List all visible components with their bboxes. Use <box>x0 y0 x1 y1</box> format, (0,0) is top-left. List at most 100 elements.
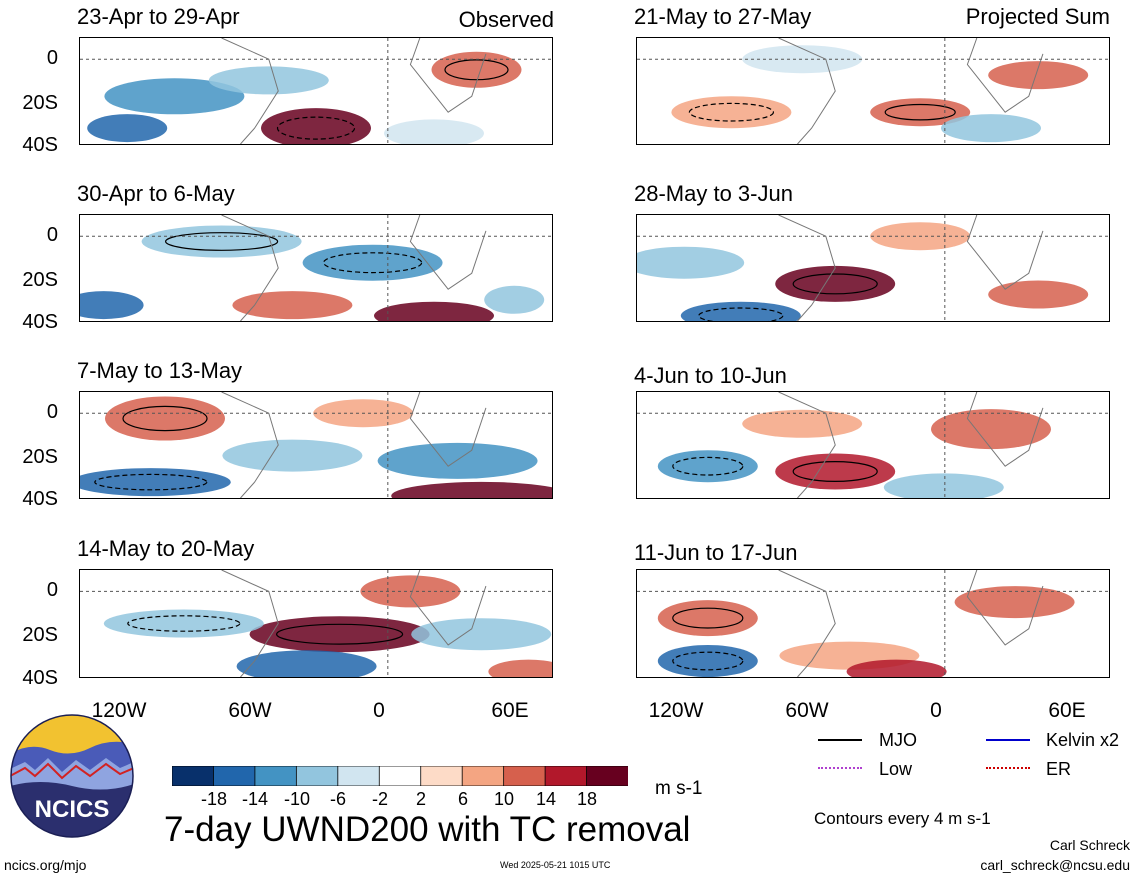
mjo-contour <box>698 307 784 321</box>
anomaly-shading <box>657 645 758 677</box>
anomaly-shading <box>232 291 353 320</box>
lat-label-40s: 40S <box>22 134 58 156</box>
colorbar-swatch <box>544 765 588 787</box>
anomaly-shading <box>846 659 947 677</box>
anomaly-shading <box>249 616 430 653</box>
mjo-contour <box>444 59 509 81</box>
colorbar <box>171 765 629 787</box>
panel-title-obs-1: 23-Apr to 29-Apr <box>77 4 240 29</box>
logo-text: NCICS <box>35 796 110 823</box>
anomaly-shading <box>105 396 225 441</box>
legend-label-kelvin: Kelvin x2 <box>1046 730 1120 750</box>
lat-label-0: 0 <box>46 401 58 423</box>
anomaly-shading <box>261 108 371 144</box>
colorbar-swatch <box>171 765 215 787</box>
anomaly-shading <box>208 66 329 95</box>
anomaly-shading <box>775 265 896 302</box>
coastline-south-america <box>778 392 836 498</box>
lat-label-0: 0 <box>46 579 58 601</box>
lat-label-40s: 40S <box>22 488 58 510</box>
lon-label-120w: 120W <box>648 699 704 722</box>
lat-label-20s: 20S <box>22 92 58 114</box>
anomaly-shading <box>742 45 863 74</box>
colorbar-units: m s-1 <box>655 778 703 799</box>
footer-email[interactable]: carl_schreck@ncsu.edu <box>980 857 1130 873</box>
projected-label: Projected Sum <box>965 4 1110 29</box>
anomaly-shading <box>103 609 264 638</box>
anomaly-shading <box>988 280 1089 309</box>
lon-label-120w: 120W <box>91 699 147 722</box>
anomaly-shading <box>954 586 1075 619</box>
legend-line-mjo <box>818 739 862 741</box>
colorbar-label: 10 <box>493 789 515 809</box>
colorbar-swatch <box>586 765 629 787</box>
anomaly-shading <box>236 650 377 677</box>
coastline-south-america <box>778 38 836 144</box>
map-panel-proj-1 <box>636 37 1110 145</box>
lat-label-20s: 20S <box>22 269 58 291</box>
coastline-africa <box>966 38 1044 113</box>
mjo-contour <box>94 473 208 491</box>
anomaly-shading <box>80 291 144 320</box>
anomaly-shading <box>988 61 1089 90</box>
lon-label-0: 0 <box>930 699 942 722</box>
anomaly-shading <box>657 450 758 483</box>
lat-label-0: 0 <box>46 224 58 246</box>
mjo-contour <box>792 460 878 482</box>
anomaly-shading <box>384 119 484 144</box>
legend-line-low <box>818 767 862 769</box>
colorbar-label: 14 <box>535 789 557 809</box>
anomaly-shading <box>411 618 552 651</box>
footer-author: Carl Schreck <box>1049 837 1130 853</box>
anomaly-shading <box>671 96 792 129</box>
anomaly-shading <box>484 285 545 314</box>
ncics-logo: NCICS <box>10 714 134 838</box>
map-panel-proj-2 <box>636 214 1110 322</box>
colorbar-swatch <box>503 765 546 787</box>
panel-title-proj-3: 4-Jun to 10-Jun <box>634 363 787 388</box>
footer-timestamp: Wed 2025-05-21 1015 UTC <box>500 860 611 870</box>
coastline-africa <box>409 570 487 646</box>
map-panel-proj-4 <box>636 569 1110 678</box>
mjo-contour <box>323 252 423 274</box>
anomaly-shading <box>104 78 245 115</box>
anomaly-shading <box>637 246 745 279</box>
colorbar-label: 18 <box>576 789 598 809</box>
lat-label-20s: 20S <box>22 624 58 646</box>
anomaly-shading <box>488 659 552 677</box>
coastline-south-america <box>778 215 836 321</box>
mjo-contour <box>276 623 404 645</box>
mjo-contour <box>884 103 956 121</box>
colorbar-label: -2 <box>371 789 388 809</box>
mjo-contour <box>127 615 241 632</box>
coastline-south-america <box>221 215 279 321</box>
legend-label-mjo: MJO <box>879 730 917 750</box>
map-panel-obs-4 <box>79 569 553 678</box>
anomaly-shading <box>391 481 552 498</box>
coastline-africa <box>409 38 487 113</box>
panel-title-proj-2: 28-May to 3-Jun <box>634 181 793 206</box>
lat-label-0: 0 <box>46 47 58 69</box>
anomaly-shading <box>775 453 896 490</box>
map-panel-obs-2 <box>79 214 553 322</box>
colorbar-swatch <box>337 765 381 787</box>
main-title: 7-day UWND200 with TC removal <box>164 810 691 849</box>
mjo-contour <box>688 102 775 122</box>
anomaly-shading <box>931 409 1051 450</box>
panel-title-obs-2: 30-Apr to 6-May <box>77 181 235 206</box>
map-panel-obs-1 <box>79 37 553 145</box>
anomaly-shading <box>941 114 1041 143</box>
coastline-south-america <box>221 38 279 144</box>
colorbar-swatch <box>378 765 422 787</box>
anomaly-shading <box>657 600 758 637</box>
lat-label-20s: 20S <box>22 446 58 468</box>
lon-label-60w: 60W <box>228 699 272 722</box>
anomaly-shading <box>80 468 231 497</box>
footer-url[interactable]: ncics.org/mjo <box>4 857 87 873</box>
anomaly-shading <box>883 473 1004 498</box>
anomaly-shading <box>431 51 522 88</box>
lat-label-40s: 40S <box>22 311 58 333</box>
colorbar-label: -6 <box>329 789 346 809</box>
lon-label-60e: 60E <box>491 699 529 722</box>
mjo-contour <box>672 651 744 671</box>
